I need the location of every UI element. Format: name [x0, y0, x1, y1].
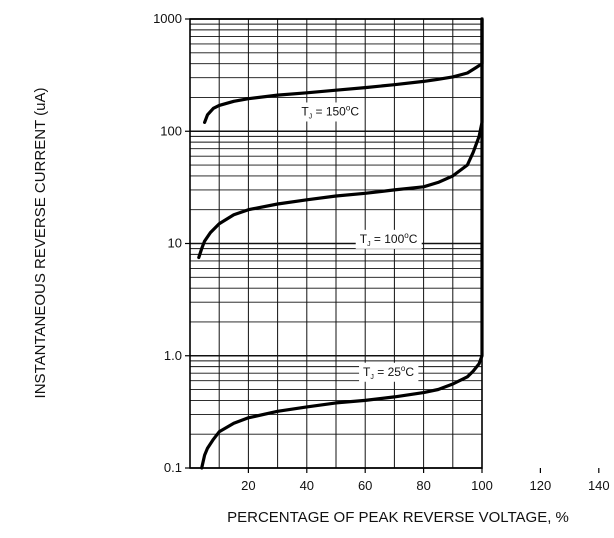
- series-label-bg: [359, 362, 419, 382]
- x-tick-label: 60: [358, 478, 372, 493]
- series-label-2: TJ = 25oC: [359, 362, 419, 382]
- x-tick-label: 80: [416, 478, 430, 493]
- x-tick-label: 120: [530, 478, 552, 493]
- series-label-bg: [297, 102, 364, 122]
- curves: TJ = 150oC TJ = 100oC TJ = 25oC: [197, 17, 484, 470]
- series-label-text: TJ = 100oC: [360, 231, 418, 248]
- series-line-0: [203, 17, 484, 124]
- series-label-bg: [355, 229, 422, 249]
- y-tick-label: 1000: [153, 11, 182, 26]
- series-label-1: TJ = 100oC: [355, 229, 422, 249]
- x-tick-label: 100: [471, 478, 493, 493]
- y-tick-label: 1.0: [164, 348, 182, 363]
- series-line-1: [197, 17, 484, 260]
- y-tick-label: 10: [168, 236, 182, 251]
- x-axis-title: PERCENTAGE OF PEAK REVERSE VOLTAGE, %: [227, 509, 569, 526]
- y-tick-label: 0.1: [164, 460, 182, 475]
- grid: [190, 18, 482, 469]
- y-axis-title: INSTANTANEOUS REVERSE CURRENT (uA): [32, 88, 49, 399]
- x-tick-label: 140: [588, 478, 610, 493]
- ticks: 20 40 60 80 100 120 140 0.1 1.0 10 100 1000: [153, 11, 610, 493]
- x-tick-label: 20: [241, 478, 255, 493]
- y-tick-label: 100: [160, 123, 182, 138]
- series-label-0: TJ = 150oC: [297, 102, 364, 122]
- series-line-2: [200, 17, 484, 470]
- x-tick-label: 40: [300, 478, 314, 493]
- series-label-text: TJ = 25oC: [363, 364, 414, 381]
- series-label-text: TJ = 150oC: [301, 103, 359, 120]
